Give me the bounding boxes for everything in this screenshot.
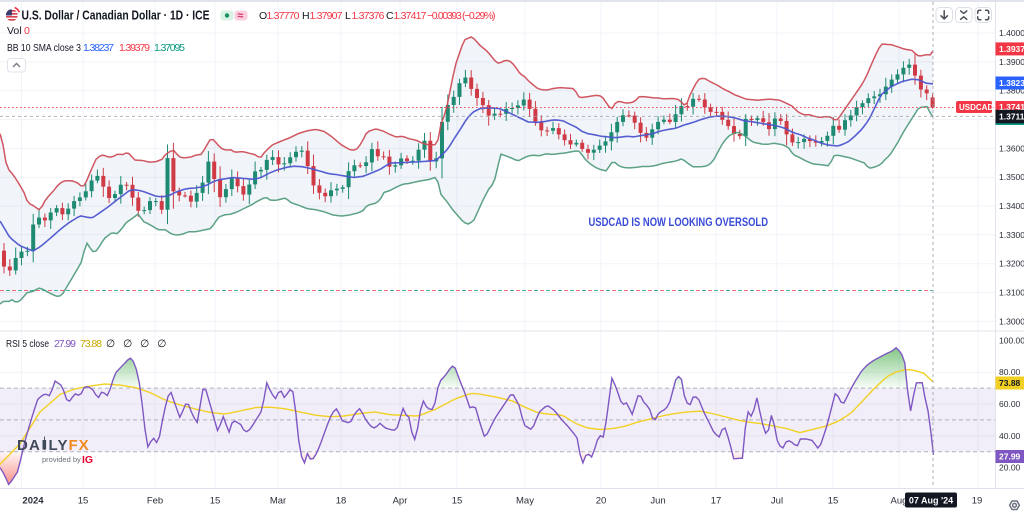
svg-text:1.3400: 1.3400 [999, 201, 1024, 211]
svg-text:80.00: 80.00 [999, 367, 1021, 377]
svg-text:≈: ≈ [237, 10, 243, 22]
svg-text:1.3900: 1.3900 [999, 57, 1024, 67]
svg-text:IG: IG [82, 454, 93, 466]
svg-text:15: 15 [452, 496, 463, 507]
svg-text:1.4000: 1.4000 [999, 28, 1024, 38]
svg-text:RSI 5 close: RSI 5 close [6, 338, 49, 350]
svg-text:15: 15 [828, 496, 839, 507]
svg-text:1.3937: 1.3937 [999, 44, 1024, 54]
svg-text:LY: LY [49, 437, 69, 454]
svg-text:Jul: Jul [771, 496, 783, 507]
svg-text:Apr: Apr [393, 496, 408, 507]
svg-text:100.00: 100.00 [999, 335, 1024, 345]
svg-text:provided by: provided by [42, 455, 81, 464]
svg-text:1.37095: 1.37095 [154, 42, 185, 54]
svg-text:0: 0 [24, 25, 30, 37]
svg-text:27.99: 27.99 [54, 338, 76, 350]
svg-text:1.3823: 1.3823 [999, 78, 1024, 88]
svg-text:27.99: 27.99 [999, 452, 1021, 462]
svg-text:20: 20 [596, 496, 607, 507]
svg-text:1.3100: 1.3100 [999, 288, 1024, 298]
svg-text:USDCAD IS NOW LOOKING OVERSOLD: USDCAD IS NOW LOOKING OVERSOLD [589, 217, 769, 229]
svg-text:15: 15 [78, 496, 89, 507]
svg-text:73.88: 73.88 [80, 338, 102, 350]
svg-text:1.3500: 1.3500 [999, 172, 1024, 182]
svg-text:Feb: Feb [147, 496, 163, 507]
svg-text:Mar: Mar [270, 496, 286, 507]
svg-text:Aug: Aug [891, 496, 908, 507]
svg-text:20.00: 20.00 [999, 463, 1021, 473]
svg-text:May: May [516, 496, 534, 507]
svg-text:07 Aug '24: 07 Aug '24 [909, 496, 953, 506]
svg-text:1.3000: 1.3000 [999, 316, 1024, 326]
svg-text:U.S. Dollar / Canadian Dollar: U.S. Dollar / Canadian Dollar · 1D · ICE [22, 8, 210, 23]
svg-text:40.00: 40.00 [999, 431, 1021, 441]
svg-text:FX: FX [69, 437, 90, 454]
svg-text:1.38237: 1.38237 [83, 42, 114, 54]
svg-text:∅ ∅ ∅ ∅: ∅ ∅ ∅ ∅ [106, 338, 169, 350]
svg-text:Jun: Jun [650, 496, 665, 507]
svg-text:1.3300: 1.3300 [999, 230, 1024, 240]
svg-text:18: 18 [336, 496, 347, 507]
svg-text:DA: DA [17, 437, 41, 454]
svg-text:19: 19 [972, 496, 983, 507]
svg-text:USDCAD: USDCAD [959, 103, 993, 112]
svg-text:1.3600: 1.3600 [999, 143, 1024, 153]
svg-text:15: 15 [210, 496, 221, 507]
svg-text:60.00: 60.00 [999, 399, 1021, 409]
svg-text:2024: 2024 [22, 496, 44, 507]
svg-text:1.39379: 1.39379 [119, 42, 150, 54]
svg-text:1.3200: 1.3200 [999, 259, 1024, 269]
svg-text:17: 17 [711, 496, 722, 507]
svg-text:BB 10 SMA close 3: BB 10 SMA close 3 [7, 42, 81, 54]
svg-text:1.3711: 1.3711 [999, 112, 1024, 122]
svg-text:Vol: Vol [7, 25, 22, 37]
svg-text:73.88: 73.88 [999, 378, 1021, 388]
